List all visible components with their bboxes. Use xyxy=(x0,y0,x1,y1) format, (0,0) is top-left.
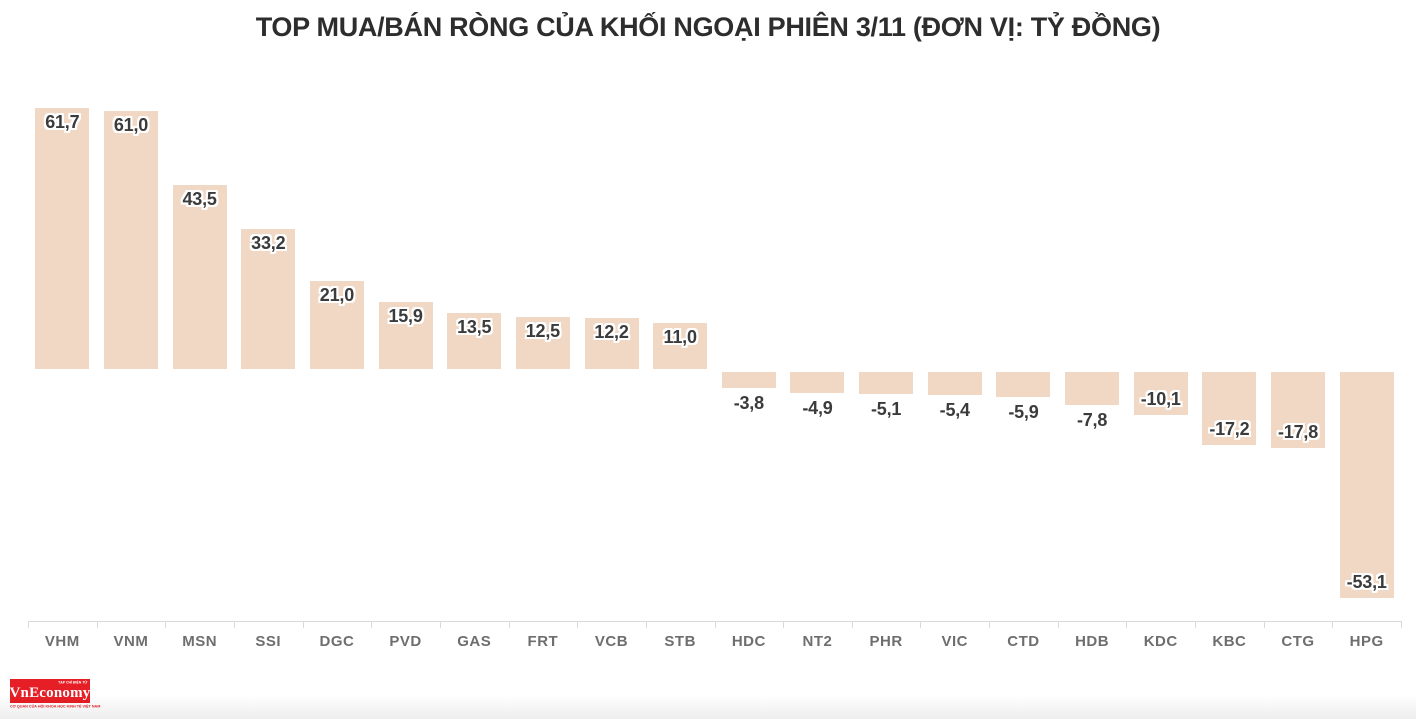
bar-value-label: 12,2 xyxy=(594,322,629,343)
chart-title: TOP MUA/BÁN RÒNG CỦA KHỐI NGOẠI PHIÊN 3/… xyxy=(255,12,1161,42)
x-axis-tick xyxy=(989,621,991,628)
bar-value-label: 43,5 xyxy=(182,189,217,210)
x-axis-label-VIC: VIC xyxy=(941,633,969,650)
x-axis-tick xyxy=(96,621,98,628)
bar-STB xyxy=(653,323,708,369)
bar-value-label: -10,1 xyxy=(1140,388,1181,409)
bar-value-label: 61,7 xyxy=(45,111,80,132)
bar-value-label: 61,0 xyxy=(113,114,149,135)
bar-VHM xyxy=(35,107,90,369)
logo-subtitle: CƠ QUAN CỦA HỘI KHOA HỌC KINH TẾ VIỆT NA… xyxy=(10,705,100,709)
x-axis-tick xyxy=(371,621,373,628)
x-axis-label-CTG: CTG xyxy=(1281,633,1315,650)
x-axis-label-KDC: KDC xyxy=(1143,633,1178,650)
bar-MSN xyxy=(172,185,227,369)
vneconomy-logo-box: TẠP CHÍ ĐIỆN TỬ VnEconomy xyxy=(10,679,90,703)
x-axis-tick xyxy=(165,621,167,628)
bar-PVD xyxy=(378,302,433,369)
bar-HDC xyxy=(721,372,776,389)
bar-GAS xyxy=(447,312,502,369)
bar-NT2 xyxy=(790,372,845,393)
logo-wordmark: VnEconomy xyxy=(9,685,91,701)
x-axis-label-FRT: FRT xyxy=(527,633,559,650)
bar-value-label: 21,0 xyxy=(319,284,355,305)
x-axis-label-VHM: VHM xyxy=(44,633,80,650)
logo-tagline: TẠP CHÍ ĐIỆN TỬ xyxy=(57,681,87,685)
x-axis-label-VNM: VNM xyxy=(113,633,149,650)
bar-SSI xyxy=(241,228,296,369)
bar-DGC xyxy=(309,280,364,369)
bar-value-label: -5,9 xyxy=(1008,402,1039,423)
x-axis-tick xyxy=(1195,621,1197,628)
x-axis-label-HPG: HPG xyxy=(1349,633,1384,650)
x-axis-label-HDC: HDC xyxy=(731,633,766,650)
x-axis-tick xyxy=(577,621,579,628)
bar-value-label: -4,9 xyxy=(802,397,833,418)
bar-VNM xyxy=(103,110,158,369)
x-axis-label-NT2: NT2 xyxy=(802,633,833,650)
bar-value-label: -17,2 xyxy=(1209,419,1250,440)
x-axis-tick xyxy=(1057,621,1059,628)
x-axis-tick xyxy=(1126,621,1128,628)
bar-value-label: -17,8 xyxy=(1278,421,1319,442)
bar-FRT xyxy=(515,316,570,369)
x-axis-tick xyxy=(783,621,785,628)
x-axis-label-MSN: MSN xyxy=(182,633,218,650)
x-axis-tick xyxy=(1332,621,1334,628)
bar-KBC xyxy=(1202,372,1257,446)
x-axis-label-GAS: GAS xyxy=(457,633,492,650)
x-axis-tick xyxy=(1263,621,1265,628)
x-axis-label-PVD: PVD xyxy=(389,633,422,650)
x-axis-tick xyxy=(851,621,853,628)
bar-VIC xyxy=(927,372,982,395)
x-axis-tick xyxy=(920,621,922,628)
x-axis-tick xyxy=(302,621,304,628)
x-axis-tick xyxy=(508,621,510,628)
x-axis-label-HDB: HDB xyxy=(1075,633,1110,650)
x-axis-tick xyxy=(1401,621,1402,628)
x-axis-tick xyxy=(645,621,647,628)
bar-value-label: -5,1 xyxy=(871,398,902,419)
x-axis-tick xyxy=(439,621,441,628)
bar-value-label: -53,1 xyxy=(1346,571,1387,592)
x-axis-label-VCB: VCB xyxy=(594,633,629,650)
bar-HDB xyxy=(1065,372,1120,406)
bar-value-label: 33,2 xyxy=(251,232,286,253)
bar-CTD xyxy=(996,372,1051,398)
x-axis-label-SSI: SSI xyxy=(255,633,282,650)
x-axis-tick xyxy=(28,621,29,628)
bar-value-label: -7,8 xyxy=(1076,410,1108,431)
bar-VCB xyxy=(584,318,639,369)
x-axis-tick xyxy=(714,621,716,628)
bar-value-label: 12,5 xyxy=(525,320,560,341)
bar-value-label: -5,4 xyxy=(939,399,970,420)
x-axis-label-CTD: CTD xyxy=(1007,633,1040,650)
x-axis-label-DGC: DGC xyxy=(319,633,355,650)
bar-value-label: 15,9 xyxy=(388,306,423,327)
bar-CTG xyxy=(1271,372,1326,448)
bar-HPG xyxy=(1339,372,1394,598)
bar-PHR xyxy=(859,372,914,394)
bottom-fade-gradient xyxy=(0,695,1416,719)
bar-value-label: 13,5 xyxy=(457,316,492,337)
bar-KDC xyxy=(1133,372,1188,415)
bar-value-label: -3,8 xyxy=(733,393,764,414)
vneconomy-logo: TẠP CHÍ ĐIỆN TỬ VnEconomy CƠ QUAN CỦA HỘ… xyxy=(10,679,150,711)
x-axis-tick xyxy=(233,621,235,628)
x-axis-label-STB: STB xyxy=(664,633,696,650)
bar-value-label: 11,0 xyxy=(663,327,697,348)
x-axis-label-KBC: KBC xyxy=(1212,633,1247,650)
x-axis-label-PHR: PHR xyxy=(869,633,903,650)
